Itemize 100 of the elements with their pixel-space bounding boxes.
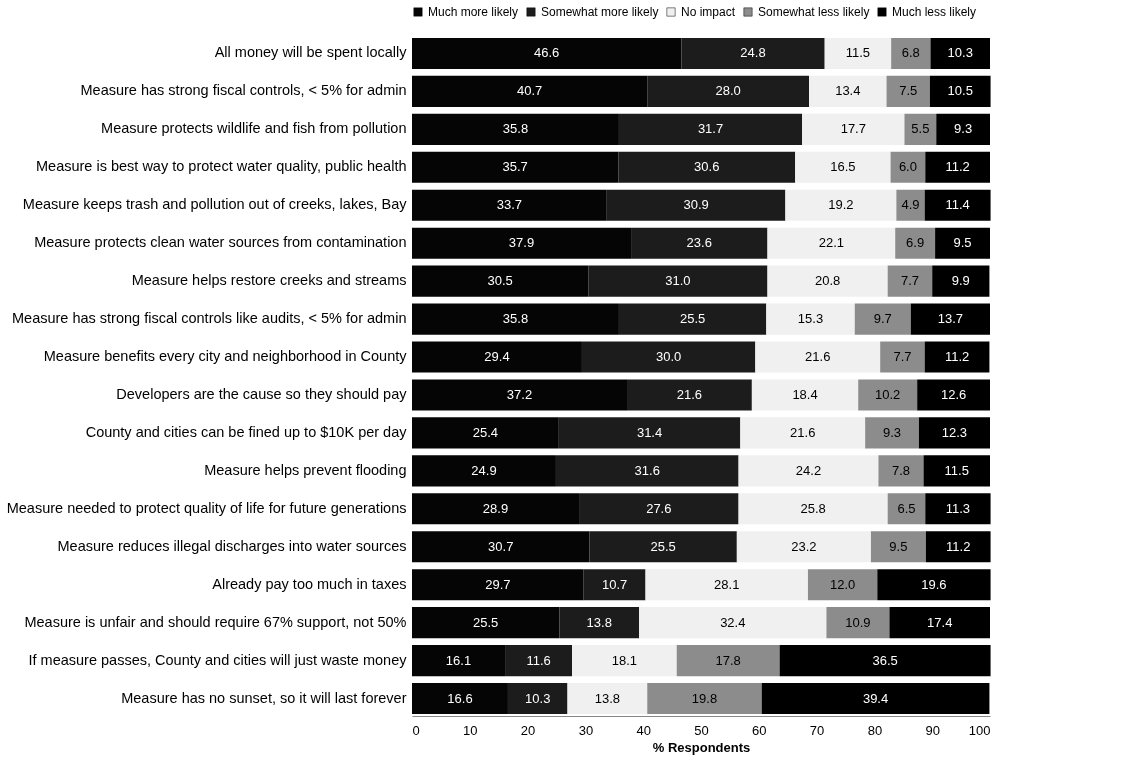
bar — [936, 113, 990, 145]
bar — [923, 455, 990, 487]
data-label: 16.6 — [447, 690, 473, 706]
bar — [935, 227, 990, 259]
y-tick-label: Already pay too much in taxes — [212, 575, 407, 592]
data-label: 24.8 — [740, 45, 766, 61]
bar — [925, 493, 991, 525]
data-label: 33.7 — [496, 197, 523, 213]
y-tick-label: Measure has strong fiscal controls like audits, < 5% for admin — [11, 310, 407, 327]
bar — [618, 303, 767, 335]
bar — [889, 607, 990, 639]
data-label: 13.7 — [937, 311, 964, 327]
bar — [631, 227, 768, 259]
data-label: 13.8 — [586, 614, 612, 630]
data-label: 6.5 — [897, 500, 916, 516]
data-label: 9.7 — [873, 311, 892, 327]
bar — [925, 531, 991, 563]
bar — [736, 531, 871, 563]
bar — [809, 75, 887, 107]
data-label: 10.3 — [947, 45, 973, 61]
x-tick-label: 20 — [520, 722, 536, 738]
data-label: 29.7 — [485, 576, 511, 592]
bar — [802, 113, 905, 145]
data-label: 7.5 — [899, 83, 918, 99]
data-label: 21.6 — [676, 386, 703, 402]
bar — [627, 379, 752, 411]
data-label: 23.2 — [791, 538, 817, 554]
bar — [647, 75, 810, 107]
data-label: 24.9 — [471, 462, 497, 478]
bar — [755, 341, 881, 373]
data-label: 18.4 — [792, 386, 818, 402]
bar — [895, 227, 936, 259]
y-tick-label: All money will be spent locally — [214, 44, 408, 61]
bar — [887, 265, 933, 297]
data-label: 18.1 — [611, 652, 638, 668]
data-label: 11.2 — [944, 349, 970, 365]
x-tick-label: 70 — [809, 722, 825, 738]
bar — [918, 417, 990, 449]
data-label: 11.2 — [945, 159, 970, 175]
data-label: 11.5 — [944, 462, 969, 478]
y-tick-label: Measure protects wildlife and fish from pollution — [101, 120, 407, 137]
bar — [930, 37, 990, 70]
data-label: 6.8 — [901, 45, 920, 61]
y-tick-label: If measure passes, County and cities will just waste money — [28, 651, 408, 668]
data-label: 16.5 — [830, 159, 856, 175]
data-label: 7.8 — [891, 462, 911, 478]
bar — [929, 75, 991, 107]
bar — [896, 189, 925, 221]
bar — [904, 113, 937, 145]
data-label: 10.9 — [845, 614, 871, 630]
data-label: 37.9 — [508, 235, 535, 251]
bar — [891, 37, 931, 70]
data-label: 11.2 — [946, 538, 971, 554]
data-label: 11.4 — [945, 197, 970, 213]
y-tick-label: Measure needed to protect quality of life for future generations — [6, 499, 407, 516]
data-label: 19.6 — [921, 576, 947, 592]
data-label: 28.0 — [715, 83, 741, 99]
data-label: 21.6 — [790, 424, 816, 440]
bar — [887, 493, 926, 525]
y-tick-label: County and cities can be fined up to $10K per day — [85, 423, 408, 440]
bar — [795, 151, 891, 183]
data-label: 9.5 — [953, 235, 972, 251]
bar — [588, 265, 768, 297]
bar — [412, 379, 628, 411]
data-label: 31.4 — [636, 424, 663, 440]
data-label: 31.0 — [665, 273, 691, 289]
bar — [924, 189, 991, 221]
bar — [681, 37, 825, 70]
bar — [606, 189, 786, 221]
legend-label: No impact — [681, 5, 736, 19]
x-tick-label: 80 — [867, 722, 883, 738]
data-label: 9.3 — [954, 121, 973, 137]
data-label: 29.4 — [484, 349, 510, 365]
legend-label: Somewhat less likely — [758, 5, 870, 19]
y-tick-label: Measure helps prevent flooding — [204, 461, 407, 478]
data-label: 11.6 — [526, 652, 551, 668]
bar — [924, 341, 990, 373]
data-label: 25.8 — [800, 500, 826, 516]
bar — [865, 417, 919, 449]
data-label: 10.3 — [525, 690, 551, 706]
data-label: 17.8 — [715, 652, 741, 668]
bar — [854, 303, 911, 335]
data-label: 9.5 — [889, 538, 908, 554]
data-label: 30.7 — [488, 538, 514, 554]
bar — [824, 37, 892, 70]
data-label: 35.8 — [502, 311, 529, 327]
bar — [579, 493, 739, 525]
bar — [412, 151, 619, 183]
bar — [738, 493, 888, 525]
data-label: 9.3 — [882, 424, 902, 440]
bar — [639, 607, 827, 639]
bar — [412, 341, 582, 373]
bar — [738, 455, 879, 487]
data-label: 22.1 — [818, 235, 844, 251]
bar — [412, 227, 632, 259]
bar — [925, 151, 990, 183]
bar — [412, 303, 619, 335]
data-label: 23.6 — [686, 235, 712, 251]
data-label: 6.9 — [906, 235, 925, 251]
bar — [581, 341, 756, 373]
